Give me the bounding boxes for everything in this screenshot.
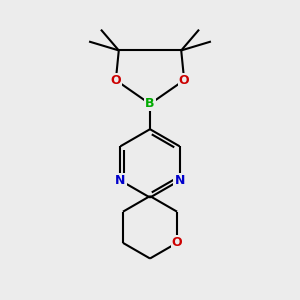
Text: N: N (174, 174, 185, 187)
Text: O: O (179, 74, 190, 87)
Text: O: O (172, 236, 182, 249)
Text: N: N (115, 174, 126, 187)
Text: O: O (110, 74, 121, 87)
Text: B: B (145, 98, 155, 110)
